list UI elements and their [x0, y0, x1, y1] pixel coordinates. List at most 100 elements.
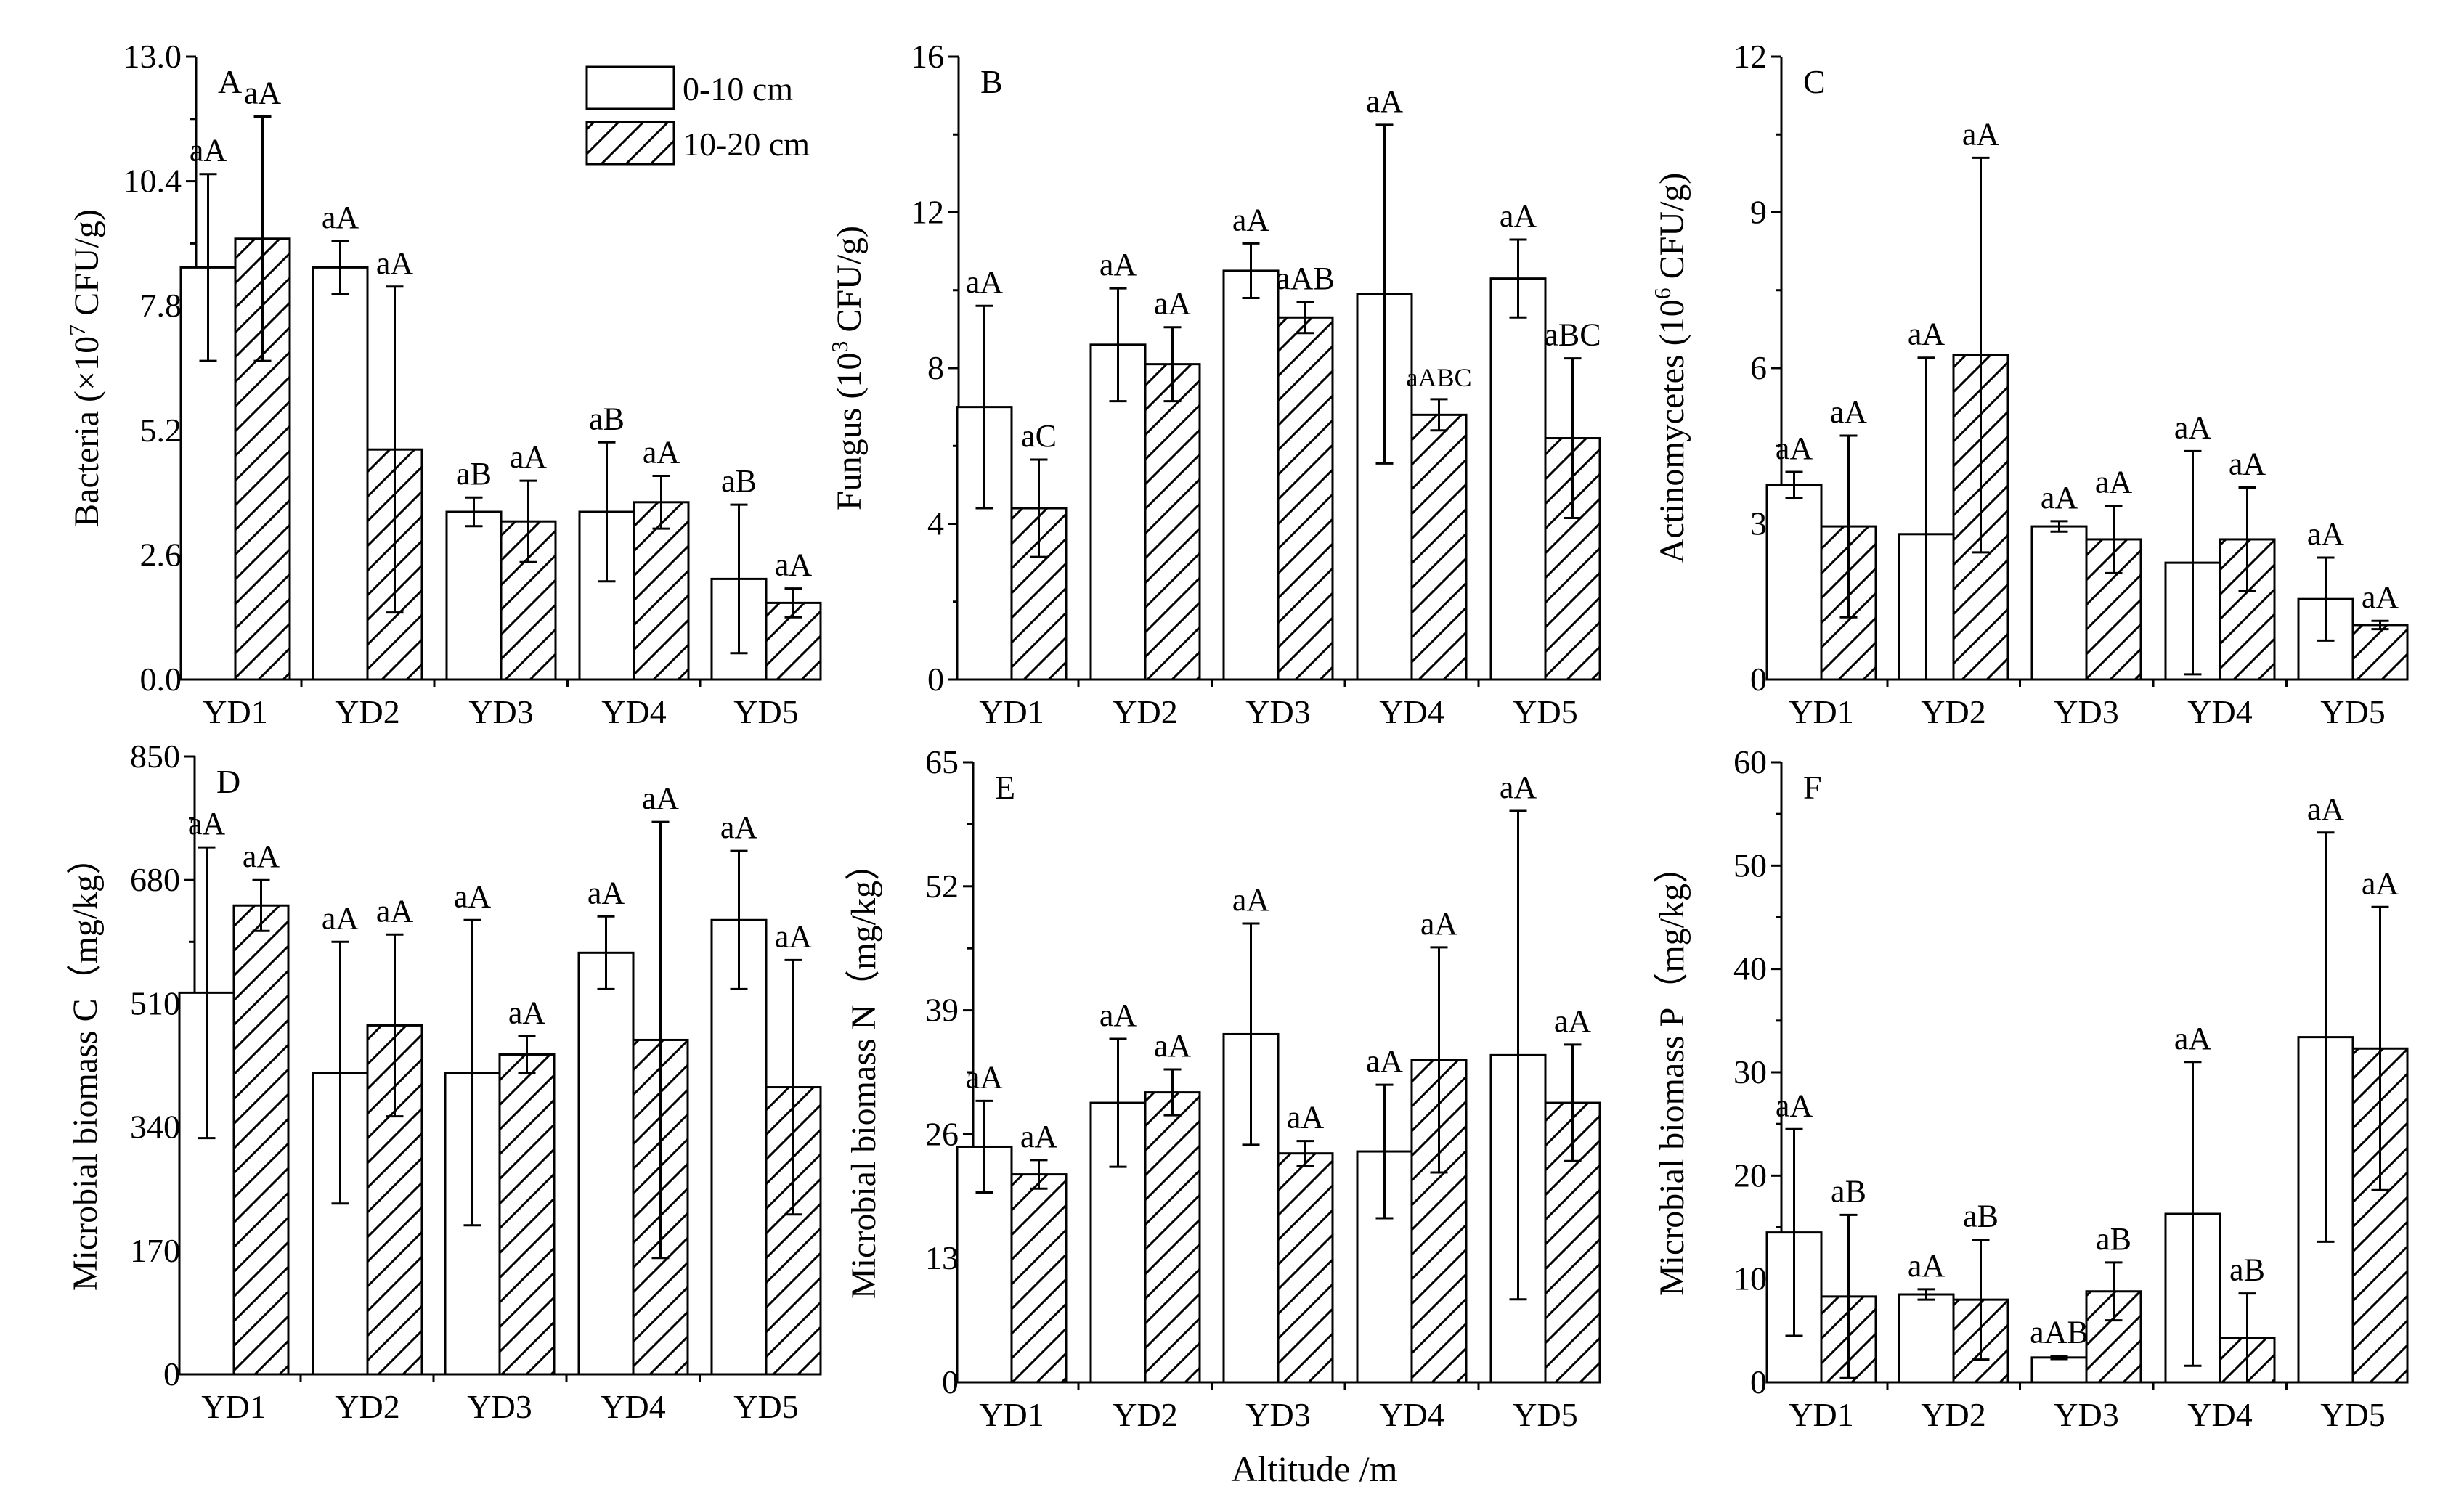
bar-depth-10-20 — [1010, 1173, 1068, 1384]
y-axis-title: Microbial biomass N（mg/kg） — [845, 846, 883, 1299]
bar-depth-0-10 — [1222, 269, 1280, 681]
panel-letter: A — [218, 63, 242, 100]
significance-label: aA — [2229, 446, 2266, 481]
significance-label: aA — [1776, 431, 1813, 466]
y-tick-label: 0 — [927, 661, 944, 698]
bar-depth-0-10 — [1898, 1293, 1955, 1384]
bar-depth-10-20 — [1277, 316, 1334, 681]
y-tick-label: 10.4 — [123, 163, 182, 200]
significance-label: aA — [1366, 1043, 1404, 1079]
bar-depth-0-10 — [2030, 1356, 2088, 1384]
panel-a: 0.0 2.6 5.2 7.8 10.4 13.0 YD1 YD2 YD3 YD4 YD5 aA aA a… — [64, 38, 822, 730]
x-tick-label: YD5 — [733, 1388, 798, 1425]
x-tick-label: YD3 — [1245, 693, 1310, 730]
significance-label: aA — [322, 200, 359, 235]
x-tick-label: YD2 — [1113, 1396, 1177, 1433]
x-tick-label: YD2 — [335, 1388, 399, 1425]
y-tick-label: 12 — [911, 194, 944, 231]
significance-label: aA — [508, 995, 546, 1030]
x-tick-label: YD4 — [2187, 693, 2252, 730]
y-tick-label: 30 — [1733, 1053, 1767, 1090]
x-tick-label: YD5 — [733, 693, 798, 730]
y-tick-label: 0 — [942, 1363, 959, 1400]
y-tick-label: 65 — [925, 743, 959, 780]
significance-label: aB — [1963, 1199, 1999, 1234]
bar-depth-0-10 — [1489, 277, 1547, 681]
y-tick-label: 0 — [1750, 661, 1767, 698]
x-tick-label: YD2 — [1113, 693, 1177, 730]
panel-letter: D — [216, 763, 240, 800]
significance-label: aA — [966, 264, 1004, 300]
y-tick-label: 0.0 — [140, 661, 182, 698]
y-tick-label: 340 — [130, 1109, 180, 1146]
y-axis-title: Actinomycetes (106 CFU/g) — [1649, 173, 1691, 564]
x-tick-label: YD1 — [979, 1396, 1044, 1433]
significance-label: aA — [322, 900, 359, 936]
bar-depth-10-20 — [2351, 624, 2409, 681]
y-tick-label: 60 — [1733, 743, 1767, 780]
significance-label: aA — [1099, 247, 1137, 282]
significance-label: aAB — [1276, 261, 1335, 296]
y-tick-label: 13.0 — [123, 38, 182, 75]
significance-label: aA — [2362, 579, 2399, 615]
y-tick-label: 52 — [925, 868, 959, 905]
bar-depth-10-20 — [1410, 413, 1468, 681]
significance-label: aA — [243, 839, 280, 874]
significance-label: aA — [775, 918, 813, 954]
x-tick-label: YD3 — [468, 693, 533, 730]
x-tick-label: YD4 — [2187, 1396, 2252, 1433]
y-axis-title: Microbial biomass C（mg/kg） — [66, 840, 105, 1291]
significance-label: aB — [589, 401, 625, 436]
x-tick-label: YD3 — [2054, 693, 2118, 730]
x-tick-label: YD4 — [601, 1388, 665, 1425]
x-tick-label: YD2 — [1921, 693, 1985, 730]
y-axis-title: Bacteria (×107 CFU/g) — [64, 209, 106, 527]
bar-depth-10-20 — [498, 1053, 556, 1376]
y-tick-label: 5.2 — [140, 412, 182, 449]
significance-label: aB — [1831, 1173, 1866, 1209]
y-tick-label: 170 — [130, 1232, 180, 1269]
x-tick-label: YD1 — [203, 693, 267, 730]
significance-label: aA — [643, 435, 680, 470]
significance-label: aB — [456, 456, 492, 492]
significance-label: aA — [642, 780, 680, 816]
x-tick-label: YD5 — [2320, 1396, 2385, 1433]
significance-label: aA — [1154, 1028, 1192, 1064]
y-tick-label: 680 — [130, 861, 180, 898]
significance-label: aA — [1962, 116, 2000, 152]
y-tick-label: 39 — [925, 992, 959, 1029]
significance-label: aA — [188, 806, 226, 841]
x-tick-label: YD1 — [1789, 1396, 1853, 1433]
significance-label: aB — [2229, 1252, 2265, 1288]
significance-label: aA — [1554, 1003, 1592, 1039]
y-tick-label: 7.8 — [140, 287, 182, 324]
legend-label: 0-10 cm — [683, 70, 793, 107]
y-tick-label: 850 — [130, 738, 180, 775]
significance-label: aA — [775, 547, 813, 583]
significance-label: aA — [2174, 1021, 2212, 1056]
y-tick-label: 510 — [130, 984, 180, 1021]
panel-f: 0 10 20 30 40 50 60 YD1 YD2 YD3 YD4 YD5 aA aA aAB aA aA a… — [1653, 743, 2409, 1433]
panel-letter: F — [1803, 769, 1822, 806]
significance-label: aA — [1020, 1119, 1058, 1154]
y-tick-label: 2.6 — [140, 536, 182, 573]
x-tick-label: YD2 — [1921, 1396, 1985, 1433]
panel-d: 0 170 340 510 680 850 YD1 YD2 YD3 YD4 YD5 aA aA aA aA a… — [66, 738, 822, 1425]
significance-label: aA — [2174, 409, 2212, 445]
x-tick-label: YD4 — [1379, 693, 1444, 730]
x-tick-label: YD3 — [467, 1388, 532, 1425]
significance-label: aA — [1830, 394, 1868, 430]
significance-label: aA — [720, 809, 758, 845]
x-tick-label: YD4 — [601, 693, 666, 730]
significance-label: aA — [1154, 286, 1192, 322]
x-tick-label: YD3 — [1245, 1396, 1310, 1433]
panel-letter: C — [1803, 63, 1826, 100]
y-tick-label: 0 — [163, 1355, 180, 1392]
y-tick-label: 20 — [1733, 1157, 1767, 1194]
y-tick-label: 3 — [1750, 505, 1767, 542]
y-tick-label: 13 — [925, 1239, 959, 1276]
y-tick-label: 9 — [1750, 194, 1767, 231]
bar-depth-0-10 — [312, 266, 369, 681]
